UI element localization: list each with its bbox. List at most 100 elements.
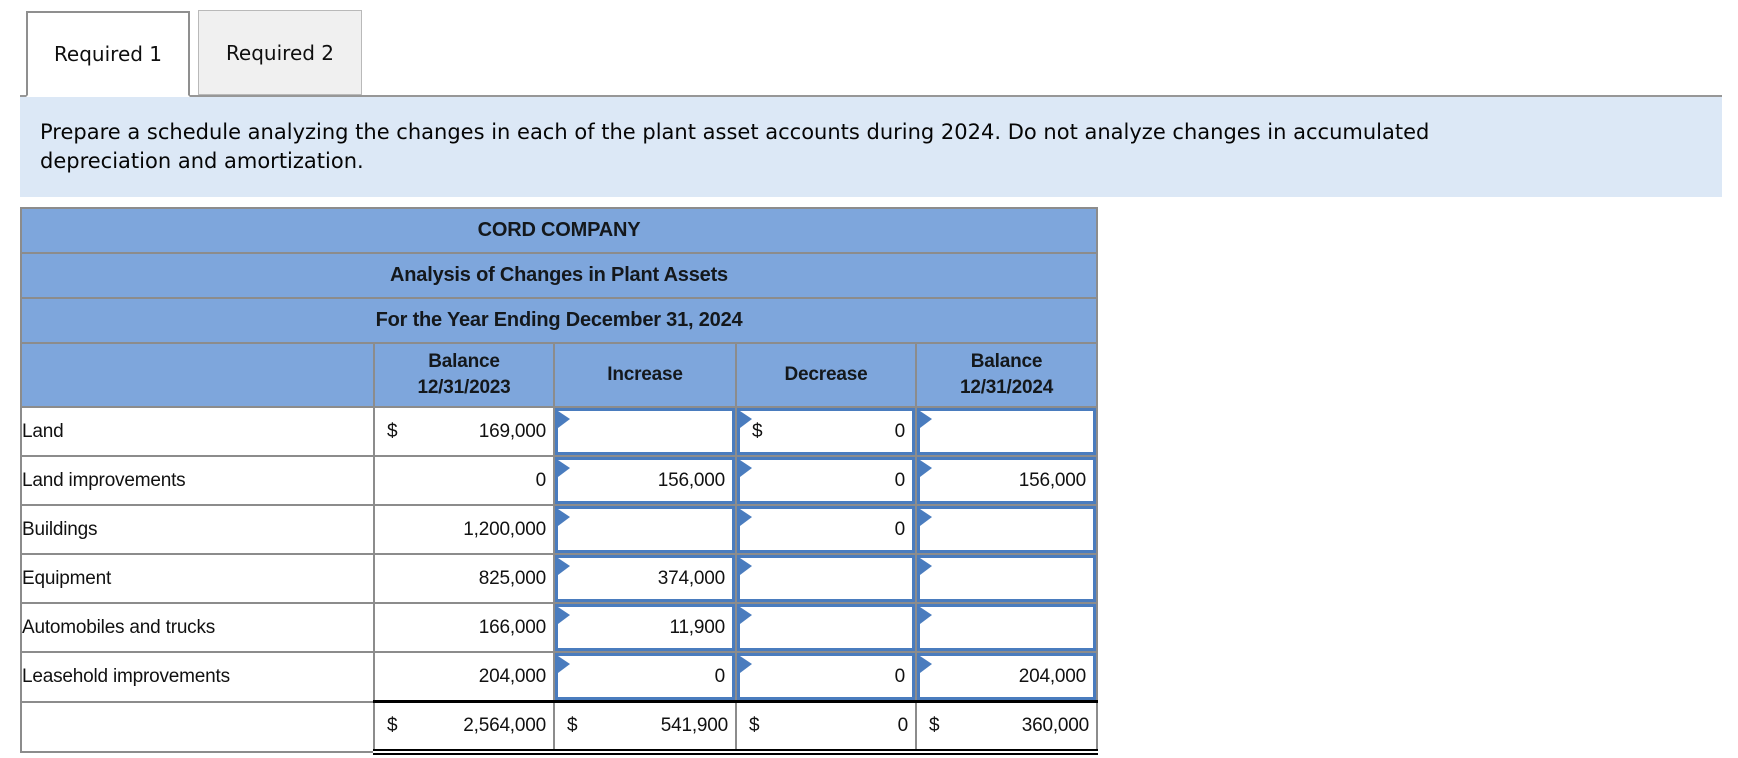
cell-flag-icon: [558, 411, 570, 428]
balance-12-31-2024-input[interactable]: [917, 506, 1097, 553]
balance-12-31-2024-value: $360,000: [917, 703, 1096, 749]
balance-12-31-2023-cell: 825,000: [373, 553, 555, 604]
cell-flag-icon: [558, 607, 570, 624]
cell-value: 541,900: [660, 714, 728, 736]
column-header-line: Increase: [607, 364, 683, 385]
balance-12-31-2024-input[interactable]: [917, 408, 1097, 455]
tab-required-2[interactable]: Required 2: [198, 10, 362, 95]
balance-12-31-2023-value: $2,564,000: [375, 703, 553, 749]
asset-row: Equipment 825,000 374,000: [20, 553, 1099, 604]
increase-value: $541,900: [555, 703, 735, 749]
balance-12-31-2024-input[interactable]: [917, 604, 1097, 651]
balance-12-31-2023-value: 204,000: [375, 653, 553, 700]
schedule-title: Analysis of Changes in Plant Assets: [19, 252, 1099, 299]
cell-value: 0: [894, 665, 906, 687]
balance-12-31-2023-value: 166,000: [375, 604, 553, 651]
balance-12-31-2024-cell: [914, 504, 1099, 555]
balance-12-31-2024-input[interactable]: 204,000: [917, 653, 1097, 700]
asset-row: Land improvements 0 156,000 0 156,000: [20, 455, 1099, 506]
increase-input[interactable]: [555, 408, 735, 455]
decrease-input[interactable]: 0: [737, 457, 915, 504]
table-period-row: For the Year Ending December 31, 2024: [19, 297, 1099, 344]
balance-12-31-2023-cell: 0: [373, 455, 555, 506]
decrease-input[interactable]: 0: [737, 653, 915, 700]
decrease-cell: 0: [735, 651, 917, 703]
asset-row: Leasehold improvements 204,000 0 0 204,000: [20, 651, 1099, 703]
cell-value: 169,000: [478, 420, 546, 442]
dollar-sign: $: [387, 420, 398, 442]
tab-required-1[interactable]: Required 1: [26, 11, 190, 97]
cell-value: 0: [897, 714, 909, 736]
balance-12-31-2024-cell: 204,000: [914, 651, 1099, 703]
total-row-label: [20, 700, 375, 753]
asset-row: Automobiles and trucks 166,000 11,900: [20, 602, 1099, 653]
increase-input[interactable]: 156,000: [555, 457, 735, 504]
decrease-input[interactable]: [737, 604, 915, 651]
asset-row: Land $169,000 $0: [20, 406, 1099, 457]
balance-12-31-2024-input[interactable]: [917, 555, 1097, 602]
instruction-banner: Prepare a schedule analyzing the changes…: [20, 97, 1722, 197]
increase-input[interactable]: [555, 506, 735, 553]
cell-flag-icon: [740, 558, 752, 575]
balance-12-31-2024-cell: [914, 602, 1099, 653]
column-header-increase: Increase: [553, 342, 737, 408]
dollar-sign: $: [387, 714, 398, 736]
increase-cell: 156,000: [553, 455, 737, 506]
balance-12-31-2023-value: $169,000: [375, 408, 553, 455]
row-label: Land: [20, 406, 375, 457]
balance-12-31-2023-cell: 1,200,000: [373, 504, 555, 555]
balance-12-31-2024-cell: [914, 553, 1099, 604]
cell-flag-icon: [740, 607, 752, 624]
column-header-line: 12/31/2024: [959, 377, 1054, 398]
decrease-cell: 0: [735, 504, 917, 555]
balance-12-31-2024-cell: [914, 406, 1099, 457]
increase-input[interactable]: 374,000: [555, 555, 735, 602]
balance-12-31-2023-cell: $169,000: [373, 406, 555, 457]
cell-flag-icon: [920, 411, 932, 428]
cell-flag-icon: [740, 460, 752, 477]
increase-cell: $541,900: [553, 700, 737, 755]
cell-value: 0: [894, 420, 906, 442]
column-header-line: 12/31/2023: [417, 377, 511, 398]
cell-value: 825,000: [478, 567, 546, 589]
balance-12-31-2023-value: 825,000: [375, 555, 553, 602]
column-header-line: Decrease: [784, 364, 868, 385]
dollar-sign: $: [752, 420, 763, 442]
dollar-sign: $: [749, 714, 760, 736]
column-header-blank: [20, 342, 375, 408]
increase-input[interactable]: 11,900: [555, 604, 735, 651]
cell-flag-icon: [558, 656, 570, 673]
column-header-line: Balance: [970, 351, 1043, 372]
increase-cell: [553, 406, 737, 457]
cell-flag-icon: [558, 509, 570, 526]
cell-value: 0: [894, 518, 906, 540]
row-label: Land improvements: [20, 455, 375, 506]
cell-flag-icon: [558, 558, 570, 575]
increase-input[interactable]: 0: [555, 653, 735, 700]
asset-rows: Land $169,000 $0 Land improvements 0 156,000 0…: [20, 406, 1099, 755]
cell-value: 11,900: [669, 616, 725, 638]
balance-12-31-2023-value: 0: [375, 457, 553, 504]
cell-flag-icon: [558, 460, 570, 477]
balance-12-31-2023-cell: $2,564,000: [373, 700, 555, 755]
cell-flag-icon: [920, 607, 932, 624]
decrease-input[interactable]: 0: [737, 506, 915, 553]
cell-value: 360,000: [1021, 714, 1090, 736]
cell-value: 156,000: [1018, 469, 1087, 491]
balance-12-31-2024-cell: 156,000: [914, 455, 1099, 506]
row-label: Automobiles and trucks: [20, 602, 375, 653]
instruction-text: Prepare a schedule analyzing the changes…: [40, 120, 1430, 173]
decrease-value: $0: [737, 703, 915, 749]
cell-flag-icon: [740, 411, 752, 428]
cell-value: 204,000: [478, 665, 546, 687]
balance-12-31-2024-input[interactable]: 156,000: [917, 457, 1097, 504]
dollar-sign: $: [929, 714, 940, 736]
cell-value: 374,000: [657, 567, 725, 589]
cell-flag-icon: [740, 656, 752, 673]
decrease-cell: [735, 602, 917, 653]
decrease-input[interactable]: $0: [737, 408, 915, 455]
table-subtitle-row: Analysis of Changes in Plant Assets: [19, 252, 1099, 299]
cell-value: 204,000: [1018, 665, 1087, 687]
decrease-input[interactable]: [737, 555, 915, 602]
cell-value: 2,564,000: [463, 714, 546, 736]
